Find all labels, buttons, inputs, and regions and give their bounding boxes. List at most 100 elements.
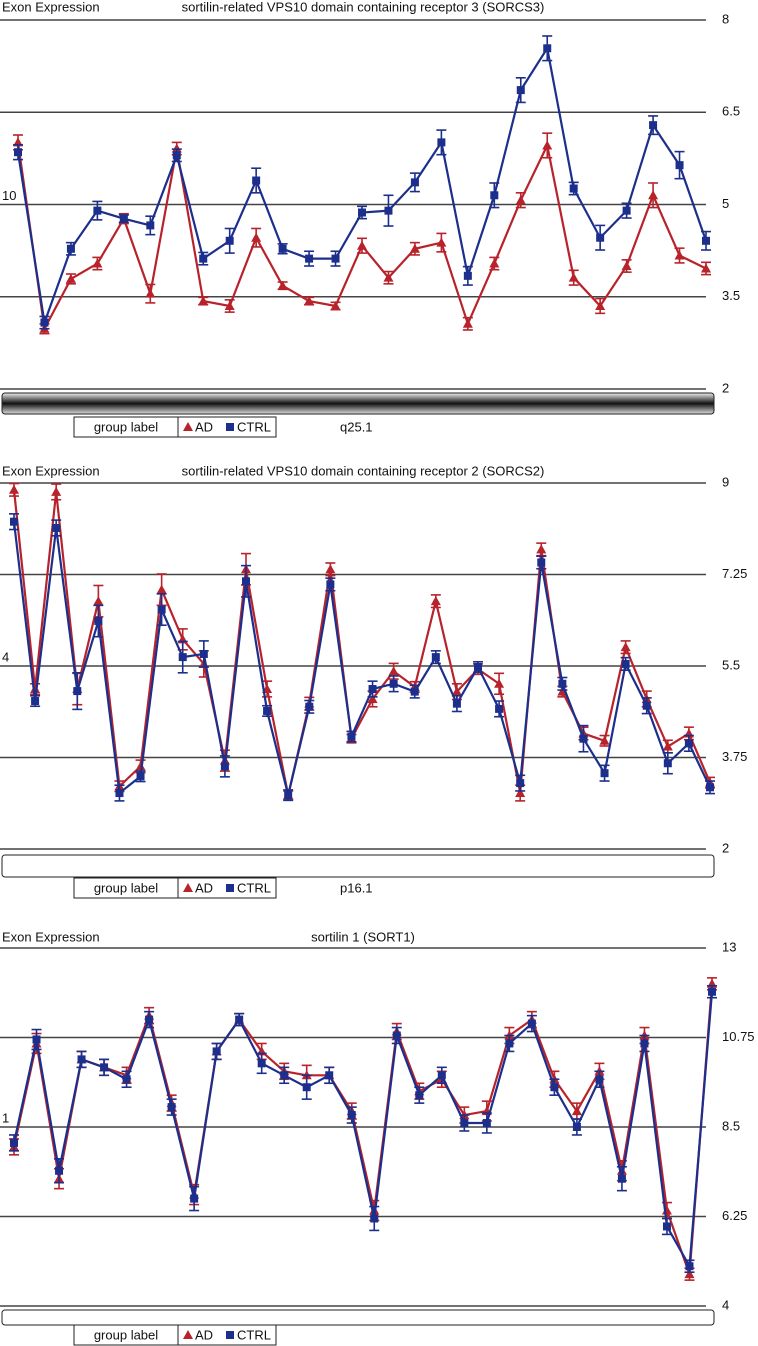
y-tick-label: 2 — [722, 840, 729, 855]
panel-label: Exon Expression — [2, 929, 100, 944]
data-point — [135, 761, 146, 771]
data-point — [263, 706, 272, 715]
data-point — [10, 517, 18, 526]
panel-label: Exon Expression — [2, 463, 100, 478]
band-label: q25.1 — [340, 419, 373, 434]
data-point — [212, 1047, 221, 1056]
data-point — [595, 1075, 604, 1084]
data-point — [515, 195, 526, 205]
legend-label: CTRL — [237, 880, 271, 895]
data-point — [536, 544, 547, 554]
data-point — [331, 254, 340, 263]
data-point — [178, 653, 187, 662]
data-point — [542, 140, 553, 150]
y-tick-label: 6.5 — [722, 104, 740, 119]
data-point — [278, 244, 287, 253]
data-point — [93, 206, 102, 215]
data-point — [622, 206, 631, 215]
data-point — [52, 523, 61, 532]
data-point — [568, 272, 579, 282]
data-point — [10, 1138, 18, 1147]
data-point — [515, 788, 526, 798]
chart-title: sortilin 1 (SORT1) — [311, 929, 415, 944]
y-tick-label: 2 — [722, 380, 729, 395]
chromosome-ideogram — [1, 1309, 715, 1326]
data-point — [325, 564, 336, 574]
data-point — [685, 1262, 694, 1271]
data-point — [649, 121, 658, 130]
data-point — [579, 734, 588, 743]
data-point — [370, 1214, 379, 1223]
y-tick-label: 8 — [722, 11, 729, 26]
data-point — [572, 1123, 581, 1131]
legend-marker — [226, 884, 234, 892]
data-point — [463, 271, 472, 280]
data-point — [460, 1119, 469, 1128]
data-point — [220, 762, 229, 771]
band-label: p16.1 — [340, 880, 373, 895]
data-point — [257, 1059, 266, 1068]
data-point — [325, 1071, 334, 1080]
series-line — [12, 983, 714, 1275]
data-point — [596, 233, 605, 242]
data-point — [302, 1083, 311, 1092]
y-tick-label: 3.75 — [722, 749, 747, 764]
data-point — [600, 769, 609, 778]
data-point — [251, 232, 262, 242]
y-tick-label: 5.5 — [722, 657, 740, 672]
panel-label: Exon Expression — [2, 0, 100, 14]
data-point — [252, 176, 261, 185]
legend-box — [73, 877, 277, 899]
legend-marker — [226, 1331, 234, 1339]
data-point — [558, 679, 567, 688]
data-point — [171, 143, 182, 153]
data-point — [543, 44, 552, 53]
data-point — [92, 258, 103, 268]
data-point — [100, 1063, 109, 1072]
legend-marker — [183, 1330, 193, 1339]
legend-marker — [226, 423, 234, 431]
data-point — [648, 190, 659, 200]
data-point — [136, 772, 145, 781]
data-point — [277, 280, 288, 290]
data-point — [389, 679, 398, 688]
data-point — [73, 687, 82, 696]
data-point — [599, 735, 610, 745]
data-point — [40, 318, 49, 327]
data-point — [640, 1039, 649, 1048]
data-point — [145, 288, 156, 298]
data-point — [462, 318, 473, 328]
y-tick-label: 4 — [722, 1297, 729, 1312]
data-point — [437, 1071, 446, 1080]
data-point — [305, 702, 314, 711]
data-point — [368, 685, 377, 694]
data-point — [494, 678, 505, 688]
data-point — [537, 558, 546, 567]
data-point — [242, 577, 250, 586]
data-point — [430, 596, 441, 606]
data-point — [156, 584, 167, 594]
y-tick-label: 7.25 — [722, 566, 747, 581]
y-tick-label: 8.5 — [722, 1118, 740, 1133]
data-point — [409, 243, 420, 253]
data-point — [495, 704, 504, 713]
data-point — [621, 261, 632, 270]
data-point — [304, 296, 315, 306]
data-point — [145, 1015, 154, 1024]
data-point — [284, 791, 293, 800]
data-point — [490, 191, 499, 200]
series-line — [12, 521, 711, 796]
data-point — [452, 699, 461, 708]
data-point — [77, 1055, 86, 1064]
data-point — [305, 254, 314, 263]
data-point — [51, 486, 62, 496]
data-point — [662, 1222, 671, 1231]
series-line — [12, 991, 714, 1270]
data-point — [557, 686, 568, 696]
data-point — [199, 254, 208, 263]
y-tick-label: 6.25 — [722, 1208, 747, 1223]
series-line — [12, 489, 712, 796]
chart-title: sortilin-related VPS10 domain containing… — [182, 463, 545, 478]
chromosome-ideogram — [1, 392, 715, 415]
data-point — [550, 1083, 559, 1092]
